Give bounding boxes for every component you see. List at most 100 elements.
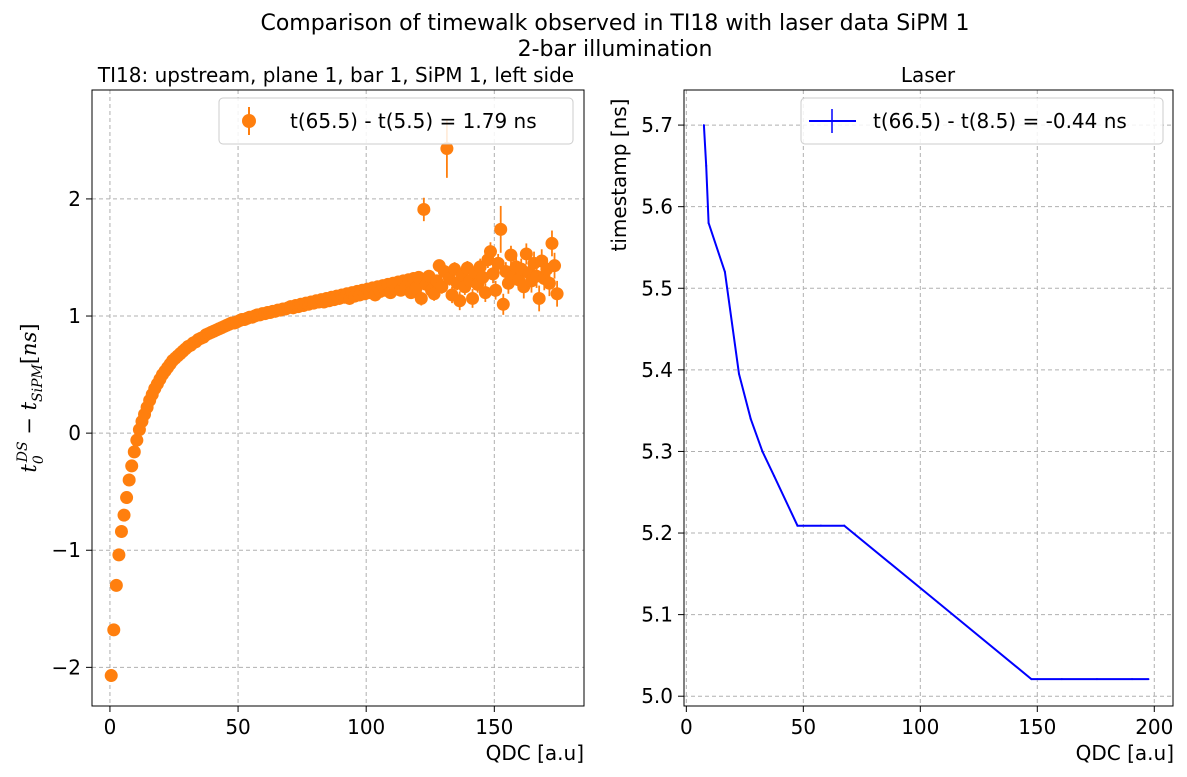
left-x-axis-label: QDC [a.u]	[486, 741, 584, 765]
line-vertex	[761, 450, 764, 453]
left-data	[104, 119, 564, 683]
y-tick-label: 5.3	[641, 439, 673, 463]
data-point	[476, 270, 490, 284]
line-vertex	[1060, 678, 1063, 681]
data-point	[453, 294, 467, 308]
right-x-axis-label: QDC [a.u]	[1076, 741, 1174, 765]
left-ticks: 0 50 100 150 −2 −1 0 1 2	[52, 187, 514, 739]
data-point	[542, 276, 556, 290]
line-vertex	[737, 372, 740, 375]
left-legend-marker-icon	[242, 114, 256, 128]
figure-suptitle-line2: 2-bar illumination	[518, 37, 713, 62]
left-grid	[92, 90, 584, 706]
line-vertex	[1147, 678, 1150, 681]
right-grid	[684, 90, 1173, 706]
right-ticks: 0 50 100 150 200 5.0 5.1 5.2 5.3 5.4 5.5 5.6 5.7	[641, 113, 1173, 739]
x-tick-label: 200	[1135, 715, 1173, 739]
y-tick-label: 1	[68, 304, 81, 328]
right-chart-title: Laser	[901, 63, 956, 87]
data-point	[466, 291, 480, 305]
data-point	[545, 236, 559, 250]
y-tick-label: −2	[52, 655, 81, 679]
right-panel: Laser 0 50 100 150 200 5.0 5.1 5.2 5.3 5.4 5.5 5.6 5…	[607, 63, 1174, 765]
right-legend: t(66.5) - t(8.5) = -0.44 ns	[800, 97, 1164, 145]
data-point	[548, 259, 562, 273]
line-vertex	[773, 474, 776, 477]
line-vertex	[1095, 678, 1098, 681]
y-tick-label: 5.7	[641, 113, 673, 137]
data-point	[414, 291, 428, 305]
right-y-axis-label: timestamp [ns]	[607, 99, 631, 252]
x-tick-label: 150	[475, 715, 513, 739]
left-legend: t(65.5) - t(5.5) = 1.79 ns	[218, 97, 574, 145]
data-point	[478, 286, 492, 300]
data-point	[109, 578, 123, 592]
y-tick-label: 5.5	[641, 276, 673, 300]
x-tick-label: 0	[680, 715, 693, 739]
data-point	[125, 459, 139, 473]
data-point	[532, 291, 546, 305]
line-vertex	[723, 270, 726, 273]
data-point	[440, 142, 454, 156]
data-point	[417, 202, 431, 216]
data-point	[117, 508, 131, 522]
data-point	[435, 280, 449, 294]
line-vertex	[705, 164, 708, 167]
data-point	[489, 283, 503, 297]
line-vertex	[1030, 678, 1033, 681]
right-legend-label: t(66.5) - t(8.5) = -0.44 ns	[873, 109, 1127, 133]
y-tick-label: 0	[68, 421, 81, 445]
line-vertex	[796, 524, 799, 527]
x-tick-label: 150	[1018, 715, 1056, 739]
right-axes-frame	[683, 89, 1174, 707]
line-vertex	[707, 221, 710, 224]
data-point	[409, 281, 423, 295]
data-point	[494, 222, 508, 236]
y-tick-label: 5.6	[641, 195, 673, 219]
data-point	[519, 247, 533, 261]
y-tick-label: 2	[68, 187, 81, 211]
data-point	[491, 256, 505, 270]
svg-text:t0DS − tSiPM[ns]: t0DS − tSiPM[ns]	[15, 323, 47, 472]
data-point	[122, 473, 136, 487]
data-point	[104, 669, 118, 683]
y-tick-label: 5.4	[641, 358, 673, 382]
line-vertex	[843, 524, 846, 527]
data-point	[504, 248, 518, 262]
data-point	[127, 445, 141, 459]
x-tick-label: 50	[225, 715, 250, 739]
line-vertex	[749, 417, 752, 420]
data-point	[496, 297, 510, 311]
line-vertex	[936, 601, 939, 604]
right-data	[702, 124, 1150, 681]
y-tick-label: 5.0	[641, 684, 673, 708]
right-legend-box	[800, 97, 1164, 145]
data-point	[112, 548, 126, 562]
line-vertex	[702, 124, 705, 127]
x-tick-label: 50	[791, 715, 816, 739]
left-axes-frame	[91, 89, 585, 707]
line-vertex	[819, 524, 822, 527]
x-tick-label: 100	[901, 715, 939, 739]
data-point	[483, 245, 497, 259]
left-y-axis-label: t0DS − tSiPM[ns]	[15, 323, 47, 472]
left-legend-box	[218, 97, 574, 145]
left-chart-title: TI18: upstream, plane 1, bar 1, SiPM 1, …	[97, 63, 574, 87]
data-point	[120, 491, 134, 505]
y-tick-label: −1	[52, 538, 81, 562]
data-point	[114, 525, 128, 539]
x-tick-label: 0	[104, 715, 117, 739]
series-line	[702, 125, 1149, 681]
data-point	[130, 433, 144, 447]
x-tick-label: 100	[347, 715, 385, 739]
left-legend-label: t(65.5) - t(5.5) = 1.79 ns	[290, 109, 537, 133]
data-point	[550, 287, 564, 301]
data-point	[107, 623, 121, 637]
y-tick-label: 5.2	[641, 521, 673, 545]
y-tick-label: 5.1	[641, 603, 673, 627]
line-vertex	[1131, 678, 1134, 681]
data-point	[486, 267, 500, 281]
figure-suptitle-line1: Comparison of timewalk observed in TI18 …	[260, 11, 969, 36]
left-panel: TI18: upstream, plane 1, bar 1, SiPM 1, …	[15, 63, 585, 765]
